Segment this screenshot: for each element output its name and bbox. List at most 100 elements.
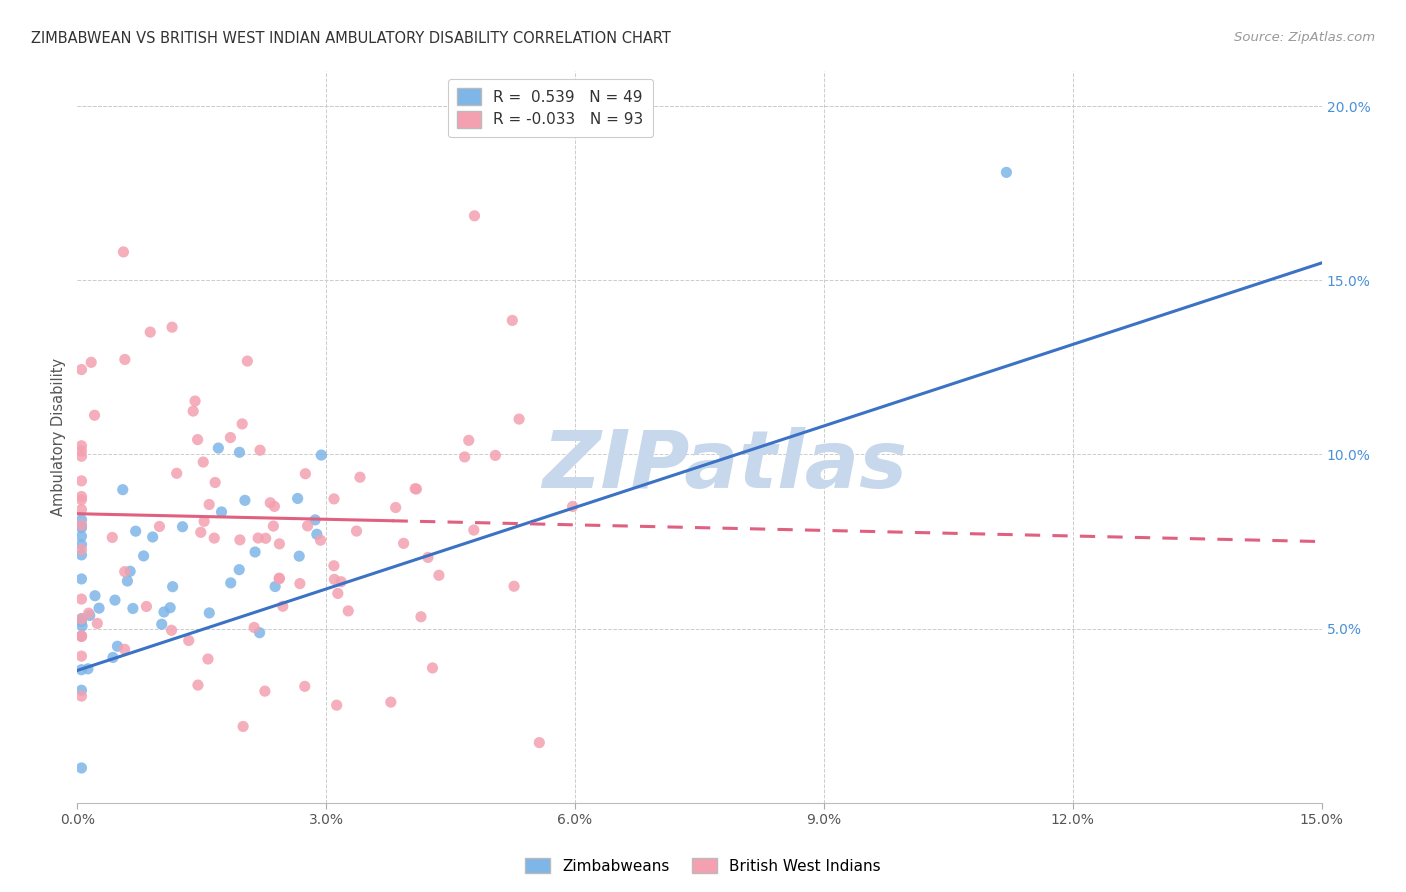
Point <box>263 500 285 514</box>
Text: ZIPatlas: ZIPatlas <box>541 427 907 506</box>
Text: Source: ZipAtlas.com: Source: ZipAtlas.com <box>1234 31 1375 45</box>
Point <box>70 548 93 562</box>
Point <box>325 698 347 713</box>
Point <box>249 625 271 640</box>
Point <box>228 445 250 459</box>
Point <box>453 450 475 464</box>
Point <box>132 549 155 563</box>
Point <box>269 572 291 586</box>
Point <box>70 450 93 464</box>
Point <box>236 354 259 368</box>
Point <box>323 491 346 506</box>
Point <box>294 679 316 693</box>
Point <box>80 355 103 369</box>
Point <box>288 576 311 591</box>
Point <box>70 529 93 543</box>
Point <box>463 209 485 223</box>
Point <box>231 417 253 431</box>
Point <box>463 523 485 537</box>
Point <box>326 586 349 600</box>
Point <box>70 592 93 607</box>
Point <box>287 491 309 506</box>
Point <box>288 549 311 563</box>
Point <box>111 483 134 497</box>
Point <box>153 605 176 619</box>
Point <box>311 448 333 462</box>
Point <box>561 500 583 514</box>
Point <box>309 533 332 548</box>
Point <box>150 617 173 632</box>
Point <box>233 493 256 508</box>
Point <box>337 604 360 618</box>
Point <box>503 579 526 593</box>
Point <box>160 320 183 334</box>
Point <box>232 719 254 733</box>
Point <box>190 525 212 540</box>
Point <box>247 531 270 545</box>
Point <box>508 412 530 426</box>
Point <box>114 352 136 367</box>
Point <box>70 474 93 488</box>
Point <box>422 661 444 675</box>
Point <box>70 513 93 527</box>
Point <box>322 558 344 573</box>
Point <box>529 736 551 750</box>
Point <box>84 589 107 603</box>
Point <box>70 689 93 703</box>
Point <box>101 650 124 665</box>
Point <box>148 519 170 533</box>
Point <box>193 455 215 469</box>
Point <box>139 325 162 339</box>
Point <box>204 475 226 490</box>
Point <box>187 433 209 447</box>
Y-axis label: Ambulatory Disability: Ambulatory Disability <box>51 358 66 516</box>
Point <box>112 244 135 259</box>
Point <box>70 649 93 664</box>
Point <box>187 678 209 692</box>
Point <box>484 449 506 463</box>
Point <box>77 662 100 676</box>
Point <box>380 695 402 709</box>
Point <box>114 565 136 579</box>
Point <box>409 609 432 624</box>
Point <box>70 521 93 535</box>
Point <box>193 514 215 528</box>
Point <box>229 533 252 547</box>
Point <box>243 545 266 559</box>
Point <box>70 615 93 629</box>
Point <box>197 652 219 666</box>
Point <box>142 530 165 544</box>
Point <box>70 629 93 643</box>
Point <box>70 572 93 586</box>
Point <box>160 624 183 638</box>
Point <box>159 600 181 615</box>
Point <box>70 439 93 453</box>
Point <box>120 564 142 578</box>
Point <box>184 394 207 409</box>
Point <box>70 629 93 643</box>
Point <box>181 404 204 418</box>
Point <box>264 580 287 594</box>
Point <box>79 608 101 623</box>
Point <box>219 431 242 445</box>
Point <box>70 612 93 626</box>
Point <box>392 536 415 550</box>
Point <box>124 524 146 538</box>
Point <box>349 470 371 484</box>
Point <box>162 580 184 594</box>
Point <box>70 502 93 516</box>
Point <box>70 663 93 677</box>
Legend: R =  0.539   N = 49, R = -0.033   N = 93: R = 0.539 N = 49, R = -0.033 N = 93 <box>447 79 652 136</box>
Point <box>87 601 110 615</box>
Point <box>416 550 439 565</box>
Point <box>101 531 124 545</box>
Point <box>86 616 108 631</box>
Point <box>70 362 93 376</box>
Point <box>405 482 427 496</box>
Point <box>219 575 242 590</box>
Point <box>427 568 450 582</box>
Point <box>269 571 291 585</box>
Point <box>269 537 291 551</box>
Point <box>114 642 136 657</box>
Point <box>262 519 284 533</box>
